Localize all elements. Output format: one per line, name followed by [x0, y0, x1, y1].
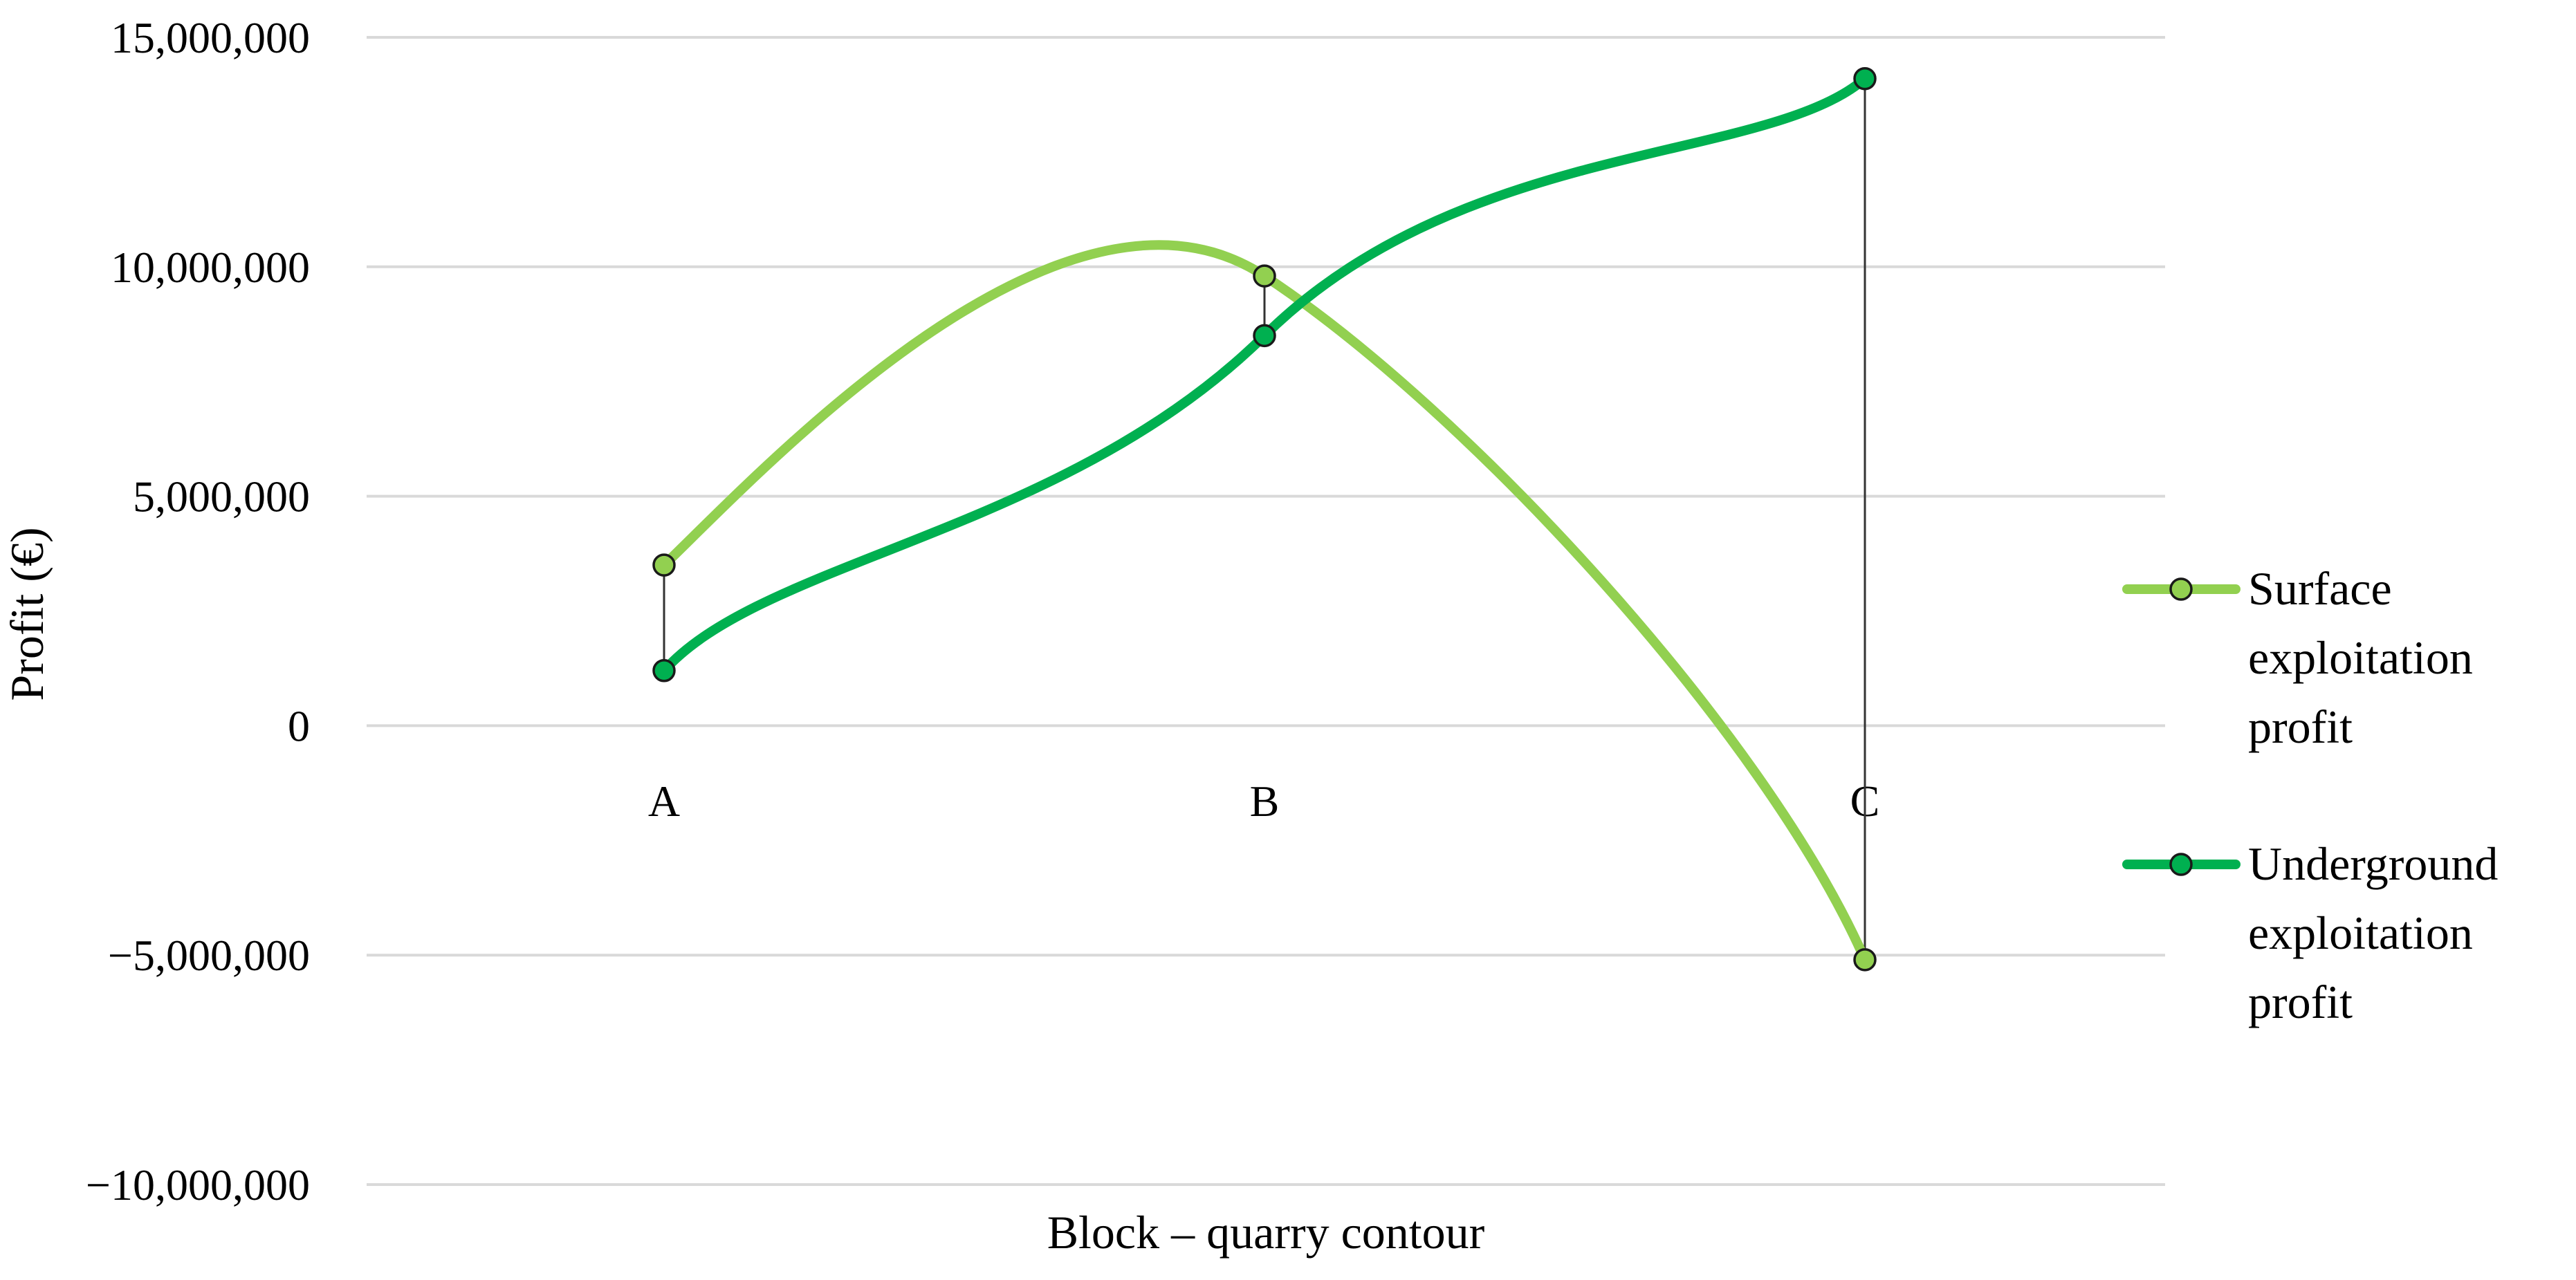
legend-swatch-marker — [2169, 853, 2193, 876]
legend-label: Underground — [2248, 837, 2498, 890]
legend-label: exploitation — [2248, 631, 2473, 684]
data-point — [1853, 66, 1877, 91]
series-line-1 — [659, 73, 1870, 676]
data-point — [1853, 948, 1877, 972]
x-tick-label: B — [1250, 777, 1280, 826]
legend-item-1: Underground exploitation profit — [2122, 837, 2498, 1028]
data-point — [1253, 324, 1276, 348]
series-lines — [659, 73, 1870, 965]
y-tick-label: 10,000,000 — [111, 243, 310, 292]
data-point — [652, 659, 676, 683]
x-axis-title: Block – quarry contour — [1047, 1206, 1485, 1259]
series-line-0 — [659, 240, 1870, 965]
legend-label: Surface — [2248, 562, 2392, 615]
y-tick-label: −10,000,000 — [86, 1160, 310, 1209]
data-point — [652, 553, 676, 577]
legend-label: profit — [2248, 976, 2353, 1028]
y-tick-label: 15,000,000 — [111, 13, 310, 62]
x-tick-label: A — [648, 777, 680, 826]
drop-lines — [663, 78, 1866, 960]
data-points — [652, 66, 1877, 972]
y-tick-label: 5,000,000 — [133, 472, 310, 521]
y-tick-label: −5,000,000 — [108, 931, 310, 980]
y-axis-title: Profit (€) — [1, 527, 53, 701]
legend-swatch-marker — [2169, 577, 2193, 601]
legend-label: exploitation — [2248, 907, 2473, 959]
data-point — [1253, 264, 1276, 288]
legend: Surface exploitation profit Underground expl… — [2122, 562, 2498, 1028]
y-axis-tick-labels: 15,000,000 10,000,000 5,000,000 0 −5,000,000… — [86, 13, 310, 1209]
y-tick-label: 0 — [288, 701, 310, 750]
gridlines — [367, 36, 2165, 1186]
legend-label: profit — [2248, 701, 2353, 753]
legend-item-0: Surface exploitation profit — [2122, 562, 2473, 753]
